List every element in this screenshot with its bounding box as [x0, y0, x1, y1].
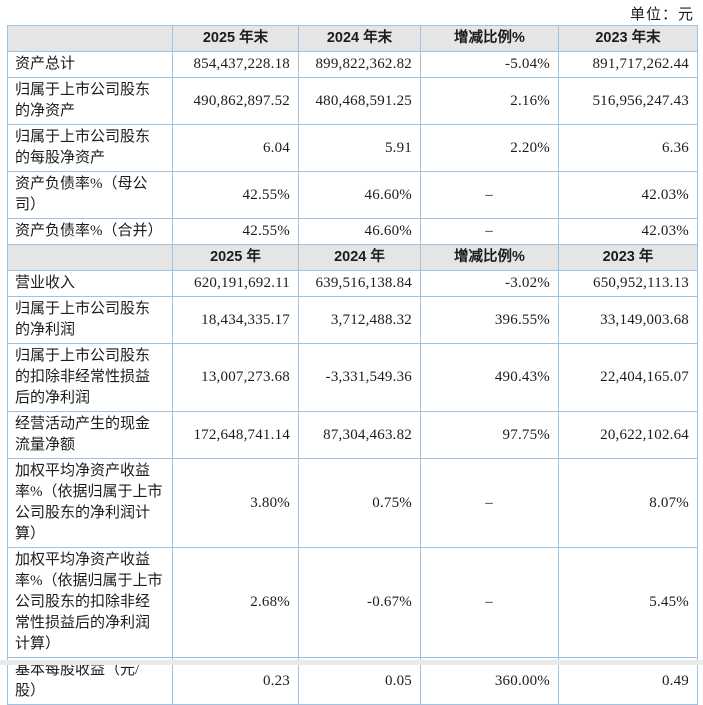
row-label: 归属于上市公司股东 的每股净资产 [7, 124, 173, 172]
cell-2024: 899,822,362.82 [298, 51, 421, 78]
table-row-debt-ratio-consolidated: 资产负债率%（合并） 42.55% 46.60% – 42.03% [7, 218, 698, 245]
row-label: 加权平均净资产收益 率%（依据归属于上市 公司股东的净利润计 算） [7, 458, 173, 548]
cell-2025: 18,434,335.17 [172, 296, 299, 344]
table-row-net-profit: 归属于上市公司股东 的净利润 18,434,335.17 3,712,488.3… [7, 296, 698, 344]
table-row-net-profit-excl-nonrecurring: 归属于上市公司股东 的扣除非经常性损益 后的净利润 13,007,273.68 … [7, 343, 698, 412]
cell-2024: 0.75% [298, 458, 421, 548]
header-2024-yearend: 2024 年末 [298, 25, 421, 52]
cell-2023: 5.45% [558, 547, 698, 658]
cell-2025: 13,007,273.68 [172, 343, 299, 412]
cell-change: -5.04% [420, 51, 559, 78]
row-label: 归属于上市公司股东 的净资产 [7, 77, 173, 125]
cell-2024: 46.60% [298, 218, 421, 245]
cell-2025: 6.04 [172, 124, 299, 172]
cell-2023: 22,404,165.07 [558, 343, 698, 412]
cell-2025: 490,862,897.52 [172, 77, 299, 125]
cell-2023: 891,717,262.44 [558, 51, 698, 78]
cell-2025: 3.80% [172, 458, 299, 548]
row-label: 加权平均净资产收益 率%（依据归属于上市 公司股东的扣除非经 常性损益后的净利润… [7, 547, 173, 658]
table-row-net-assets-per-share: 归属于上市公司股东 的每股净资产 6.04 5.91 2.20% 6.36 [7, 124, 698, 172]
cell-2023: 42.03% [558, 218, 698, 245]
row-label: 营业收入 [7, 270, 173, 297]
cell-2025: 42.55% [172, 218, 299, 245]
table-row-debt-ratio-parent: 资产负债率%（母公司） 42.55% 46.60% – 42.03% [7, 171, 698, 219]
cell-change: – [420, 458, 559, 548]
cell-change: -3.02% [420, 270, 559, 297]
cell-2025: 42.55% [172, 171, 299, 219]
cell-change: – [420, 218, 559, 245]
table-row-net-assets: 归属于上市公司股东 的净资产 490,862,897.52 480,468,59… [7, 77, 698, 125]
cell-change: 2.16% [420, 77, 559, 125]
cell-2023: 8.07% [558, 458, 698, 548]
key-financial-data-table: 2025 年末 2024 年末 增减比例% 2023 年末 资产总计 854,4… [7, 25, 698, 705]
cell-2024: 3,712,488.32 [298, 296, 421, 344]
cell-2025: 2.68% [172, 547, 299, 658]
cell-2025: 172,648,741.14 [172, 411, 299, 459]
cell-change: 2.20% [420, 124, 559, 172]
cell-2024: -3,331,549.36 [298, 343, 421, 412]
cell-2024: -0.67% [298, 547, 421, 658]
header-change-ratio: 增减比例% [420, 25, 559, 52]
cell-2024: 480,468,591.25 [298, 77, 421, 125]
table-row-total-assets: 资产总计 854,437,228.18 899,822,362.82 -5.04… [7, 51, 698, 78]
table-header-row-annual: 2025 年 2024 年 增减比例% 2023 年 [7, 244, 698, 271]
bottom-edge-strip [0, 660, 703, 665]
table-header-row-yearend: 2025 年末 2024 年末 增减比例% 2023 年末 [7, 25, 698, 52]
row-label: 归属于上市公司股东 的扣除非经常性损益 后的净利润 [7, 343, 173, 412]
header-2024: 2024 年 [298, 244, 421, 271]
row-label: 归属于上市公司股东 的净利润 [7, 296, 173, 344]
cell-2023: 6.36 [558, 124, 698, 172]
header-change-ratio: 增减比例% [420, 244, 559, 271]
cell-2025: 854,437,228.18 [172, 51, 299, 78]
row-label: 经营活动产生的现金 流量净额 [7, 411, 173, 459]
cell-change: – [420, 547, 559, 658]
header-2025: 2025 年 [172, 244, 299, 271]
cell-2023: 33,149,003.68 [558, 296, 698, 344]
cell-change: 396.55% [420, 296, 559, 344]
row-label: 资产总计 [7, 51, 173, 78]
cell-2023: 42.03% [558, 171, 698, 219]
cell-2024: 87,304,463.82 [298, 411, 421, 459]
row-label: 资产负债率%（母公司） [7, 171, 173, 219]
table-row-weighted-roe: 加权平均净资产收益 率%（依据归属于上市 公司股东的净利润计 算） 3.80% … [7, 458, 698, 548]
cell-2023: 20,622,102.64 [558, 411, 698, 459]
header-blank-cell [7, 25, 173, 52]
unit-label: 单位：元 [629, 7, 694, 23]
header-2023-yearend: 2023 年末 [558, 25, 698, 52]
cell-change: 97.75% [420, 411, 559, 459]
header-blank-cell [7, 244, 173, 271]
header-2023: 2023 年 [558, 244, 698, 271]
table-row-weighted-roe-excl-nonrecurring: 加权平均净资产收益 率%（依据归属于上市 公司股东的扣除非经 常性损益后的净利润… [7, 547, 698, 658]
table-row-operating-cash-flow: 经营活动产生的现金 流量净额 172,648,741.14 87,304,463… [7, 411, 698, 459]
cell-2023: 516,956,247.43 [558, 77, 698, 125]
cell-change: 490.43% [420, 343, 559, 412]
cell-2024: 5.91 [298, 124, 421, 172]
cell-2025: 620,191,692.11 [172, 270, 299, 297]
cell-change: – [420, 171, 559, 219]
report-page: { "unit_label": "单位：元", "colors": { "bor… [0, 7, 703, 705]
header-2025-yearend: 2025 年末 [172, 25, 299, 52]
cell-2024: 46.60% [298, 171, 421, 219]
cell-2023: 650,952,113.13 [558, 270, 698, 297]
table-row-operating-revenue: 营业收入 620,191,692.11 639,516,138.84 -3.02… [7, 270, 698, 297]
row-label: 资产负债率%（合并） [7, 218, 173, 245]
cell-2024: 639,516,138.84 [298, 270, 421, 297]
